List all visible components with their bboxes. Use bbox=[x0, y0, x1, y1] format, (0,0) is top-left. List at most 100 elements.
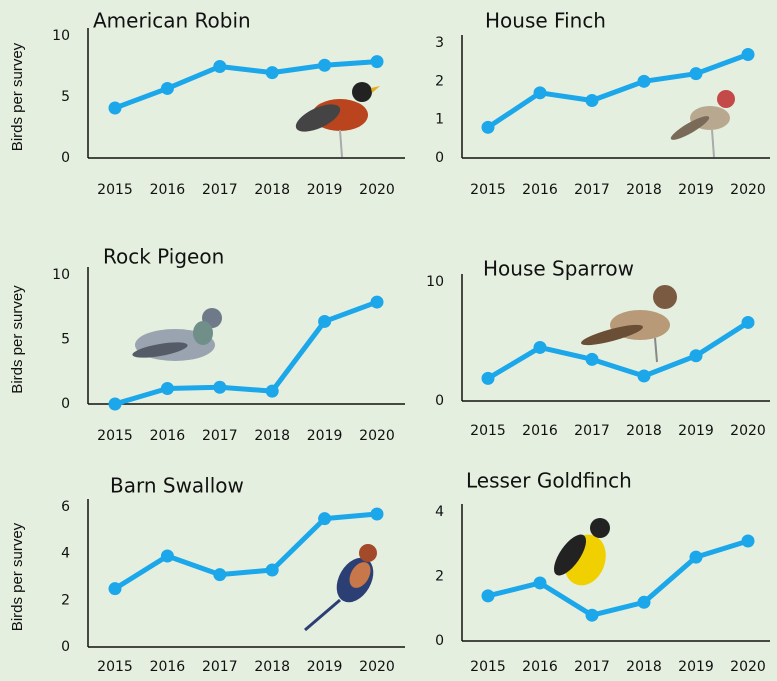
y-tick-label: 1 bbox=[435, 112, 444, 128]
x-tick-label: 2019 bbox=[678, 423, 714, 439]
x-tick-label: 2016 bbox=[150, 428, 186, 444]
chart: American RobinBirds per survey0510201520… bbox=[0, 0, 777, 681]
data-point bbox=[586, 609, 599, 622]
data-point bbox=[742, 316, 755, 329]
data-point bbox=[266, 66, 279, 79]
y-tick-label: 2 bbox=[435, 73, 444, 89]
data-point bbox=[482, 121, 495, 134]
x-tick-label: 2017 bbox=[574, 659, 610, 675]
data-point bbox=[371, 508, 384, 521]
x-tick-label: 2018 bbox=[254, 428, 290, 444]
x-tick-label: 2018 bbox=[254, 659, 290, 675]
x-tick-label: 2016 bbox=[150, 659, 186, 675]
data-point bbox=[161, 82, 174, 95]
data-point bbox=[371, 55, 384, 68]
chart-title: Rock Pigeon bbox=[103, 245, 224, 269]
x-tick-label: 2015 bbox=[97, 182, 133, 198]
chart-title: American Robin bbox=[93, 9, 251, 33]
data-point bbox=[638, 75, 651, 88]
data-point bbox=[586, 353, 599, 366]
data-point bbox=[482, 589, 495, 602]
x-tick-label: 2020 bbox=[730, 423, 766, 439]
x-tick-label: 2020 bbox=[359, 428, 395, 444]
y-tick-label: 0 bbox=[61, 639, 70, 655]
data-point bbox=[213, 381, 226, 394]
data-point bbox=[109, 582, 122, 595]
data-point bbox=[534, 576, 547, 589]
x-tick-label: 2017 bbox=[202, 182, 238, 198]
data-point bbox=[690, 67, 703, 80]
x-tick-label: 2017 bbox=[574, 423, 610, 439]
data-point bbox=[213, 60, 226, 73]
x-tick-label: 2017 bbox=[202, 659, 238, 675]
x-tick-label: 2016 bbox=[150, 182, 186, 198]
y-tick-label: 0 bbox=[435, 393, 444, 409]
x-tick-label: 2019 bbox=[678, 659, 714, 675]
y-tick-label: 0 bbox=[61, 396, 70, 412]
data-point bbox=[266, 564, 279, 577]
chart-title: House Sparrow bbox=[483, 257, 634, 281]
x-tick-label: 2016 bbox=[522, 423, 558, 439]
data-point bbox=[534, 341, 547, 354]
x-tick-label: 2016 bbox=[522, 182, 558, 198]
y-tick-label: 0 bbox=[435, 150, 444, 166]
x-tick-label: 2020 bbox=[730, 659, 766, 675]
y-tick-label: 5 bbox=[61, 332, 70, 348]
chart-title: Lesser Goldfinch bbox=[466, 469, 632, 493]
y-tick-label: 6 bbox=[61, 499, 70, 515]
data-point bbox=[534, 86, 547, 99]
x-tick-label: 2015 bbox=[470, 182, 506, 198]
y-tick-label: 3 bbox=[435, 35, 444, 51]
x-tick-label: 2018 bbox=[626, 182, 662, 198]
x-tick-label: 2017 bbox=[202, 428, 238, 444]
y-axis-label: Birds per survey bbox=[9, 522, 26, 631]
x-tick-label: 2015 bbox=[97, 428, 133, 444]
y-tick-label: 2 bbox=[435, 569, 444, 585]
y-tick-label: 0 bbox=[61, 150, 70, 166]
y-tick-label: 4 bbox=[435, 504, 444, 520]
data-point bbox=[161, 550, 174, 563]
y-tick-label: 10 bbox=[52, 267, 70, 283]
x-tick-label: 2020 bbox=[730, 182, 766, 198]
x-tick-label: 2015 bbox=[97, 659, 133, 675]
x-tick-label: 2019 bbox=[678, 182, 714, 198]
x-tick-label: 2015 bbox=[470, 659, 506, 675]
y-axis-label: Birds per survey bbox=[9, 285, 26, 394]
data-point bbox=[690, 349, 703, 362]
y-tick-label: 2 bbox=[61, 592, 70, 608]
y-axis-label: Birds per survey bbox=[9, 42, 26, 151]
y-tick-label: 10 bbox=[52, 28, 70, 44]
data-point bbox=[161, 382, 174, 395]
x-tick-label: 2019 bbox=[307, 182, 343, 198]
data-point bbox=[690, 551, 703, 564]
data-point bbox=[742, 48, 755, 61]
y-tick-label: 0 bbox=[435, 633, 444, 649]
x-tick-label: 2016 bbox=[522, 659, 558, 675]
data-point bbox=[266, 385, 279, 398]
x-tick-label: 2018 bbox=[626, 659, 662, 675]
y-tick-label: 10 bbox=[426, 274, 444, 290]
x-tick-label: 2015 bbox=[470, 423, 506, 439]
data-point bbox=[213, 568, 226, 581]
data-point bbox=[482, 372, 495, 385]
chart-title: Barn Swallow bbox=[110, 474, 244, 498]
data-point bbox=[318, 59, 331, 72]
x-tick-label: 2019 bbox=[307, 428, 343, 444]
chart-title: House Finch bbox=[485, 9, 606, 33]
data-point bbox=[109, 398, 122, 411]
x-tick-label: 2019 bbox=[307, 659, 343, 675]
data-point bbox=[638, 370, 651, 383]
x-tick-label: 2020 bbox=[359, 659, 395, 675]
y-tick-label: 5 bbox=[61, 89, 70, 105]
data-point bbox=[318, 315, 331, 328]
x-tick-label: 2018 bbox=[626, 423, 662, 439]
data-point bbox=[371, 296, 384, 309]
data-point bbox=[586, 94, 599, 107]
data-point bbox=[109, 101, 122, 114]
x-tick-label: 2018 bbox=[254, 182, 290, 198]
x-tick-label: 2020 bbox=[359, 182, 395, 198]
data-point bbox=[318, 512, 331, 525]
data-point bbox=[742, 535, 755, 548]
x-tick-label: 2017 bbox=[574, 182, 610, 198]
y-tick-label: 4 bbox=[61, 546, 70, 562]
